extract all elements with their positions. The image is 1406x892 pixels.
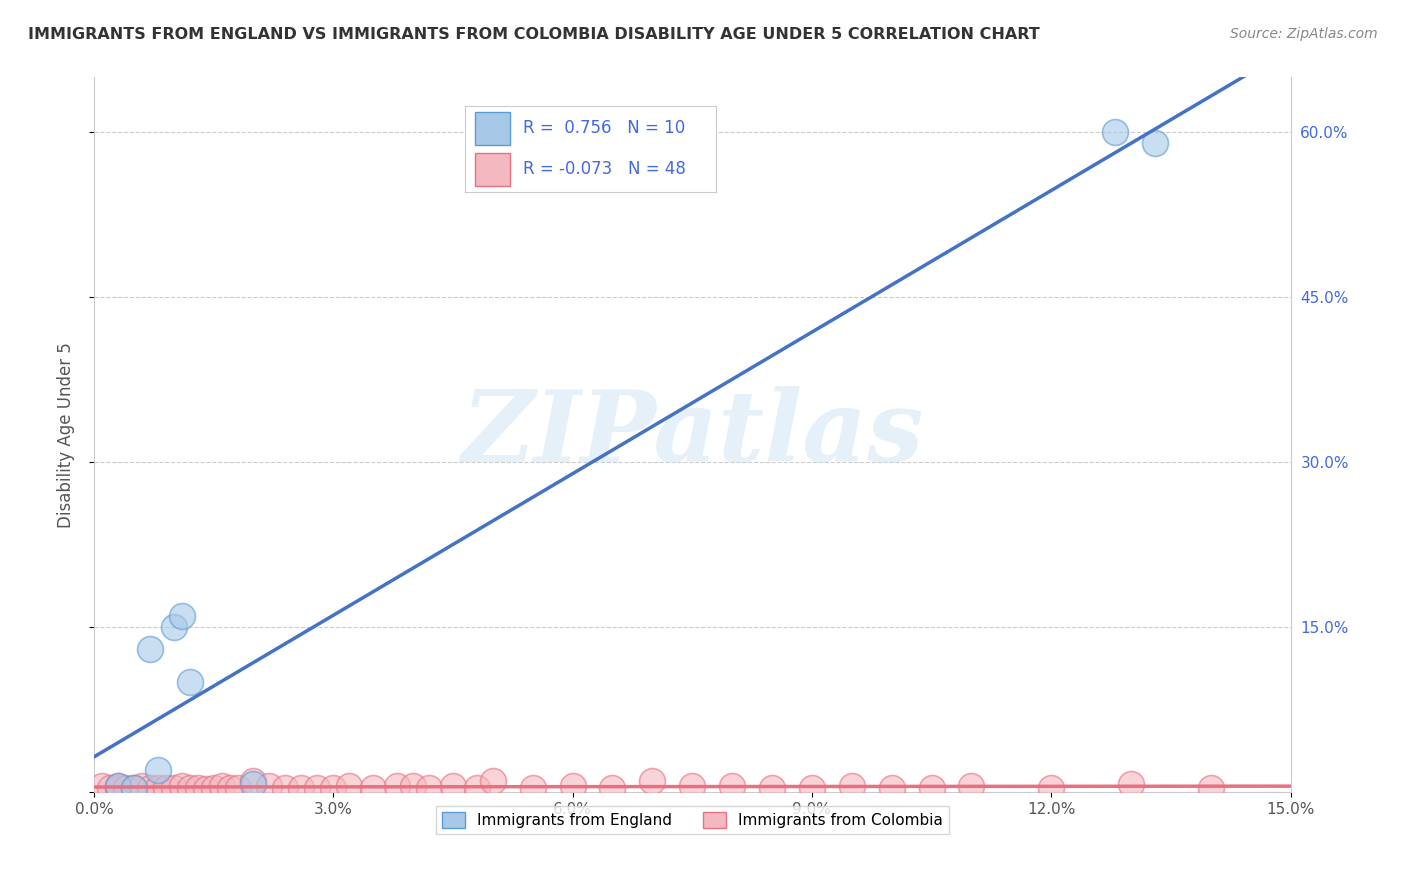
Point	[641, 774, 664, 789]
Point	[226, 780, 249, 795]
Point	[418, 780, 440, 795]
Point	[800, 780, 823, 795]
Point	[482, 774, 505, 789]
Point	[163, 620, 186, 634]
Point	[242, 777, 264, 791]
Point	[361, 780, 384, 795]
Point	[385, 780, 408, 794]
Point	[960, 780, 983, 794]
Point	[139, 780, 162, 795]
Text: Source: ZipAtlas.com: Source: ZipAtlas.com	[1230, 27, 1378, 41]
Point	[721, 780, 744, 794]
Point	[761, 780, 783, 795]
Text: ZIPatlas: ZIPatlas	[461, 386, 924, 483]
Point	[274, 780, 297, 795]
Point	[522, 780, 544, 795]
Point	[179, 780, 201, 795]
Point	[602, 780, 624, 795]
Point	[139, 642, 162, 657]
Point	[921, 780, 943, 795]
Point	[681, 780, 703, 794]
Point	[402, 780, 425, 794]
Point	[122, 780, 145, 795]
Point	[155, 780, 177, 795]
Point	[170, 780, 193, 794]
Point	[98, 780, 121, 795]
Point	[211, 780, 233, 794]
Point	[1199, 780, 1222, 795]
Text: IMMIGRANTS FROM ENGLAND VS IMMIGRANTS FROM COLOMBIA DISABILITY AGE UNDER 5 CORRE: IMMIGRANTS FROM ENGLAND VS IMMIGRANTS FR…	[28, 27, 1040, 42]
Point	[122, 780, 145, 795]
Point	[107, 780, 129, 794]
Point	[146, 780, 169, 795]
Point	[115, 780, 138, 795]
Point	[107, 780, 129, 794]
Point	[1104, 125, 1126, 139]
Point	[242, 774, 264, 789]
Point	[107, 780, 129, 795]
Point	[163, 780, 186, 795]
Point	[131, 780, 153, 794]
Legend: Immigrants from England, Immigrants from Colombia: Immigrants from England, Immigrants from…	[436, 806, 949, 834]
Point	[1143, 136, 1166, 151]
Y-axis label: Disability Age Under 5: Disability Age Under 5	[58, 342, 75, 528]
Point	[441, 780, 464, 794]
Point	[465, 780, 488, 795]
Point	[90, 780, 112, 794]
Point	[290, 780, 312, 795]
Point	[170, 609, 193, 624]
Point	[322, 780, 344, 795]
Point	[179, 675, 201, 690]
Point	[1119, 777, 1142, 791]
Point	[880, 780, 903, 795]
Point	[307, 780, 329, 795]
Point	[187, 780, 209, 795]
Point	[1040, 780, 1063, 795]
Point	[202, 780, 225, 795]
Point	[194, 781, 217, 796]
Point	[841, 780, 863, 794]
Point	[337, 780, 360, 794]
Point	[146, 763, 169, 777]
Point	[218, 780, 240, 795]
Point	[259, 780, 281, 794]
Point	[561, 780, 583, 794]
